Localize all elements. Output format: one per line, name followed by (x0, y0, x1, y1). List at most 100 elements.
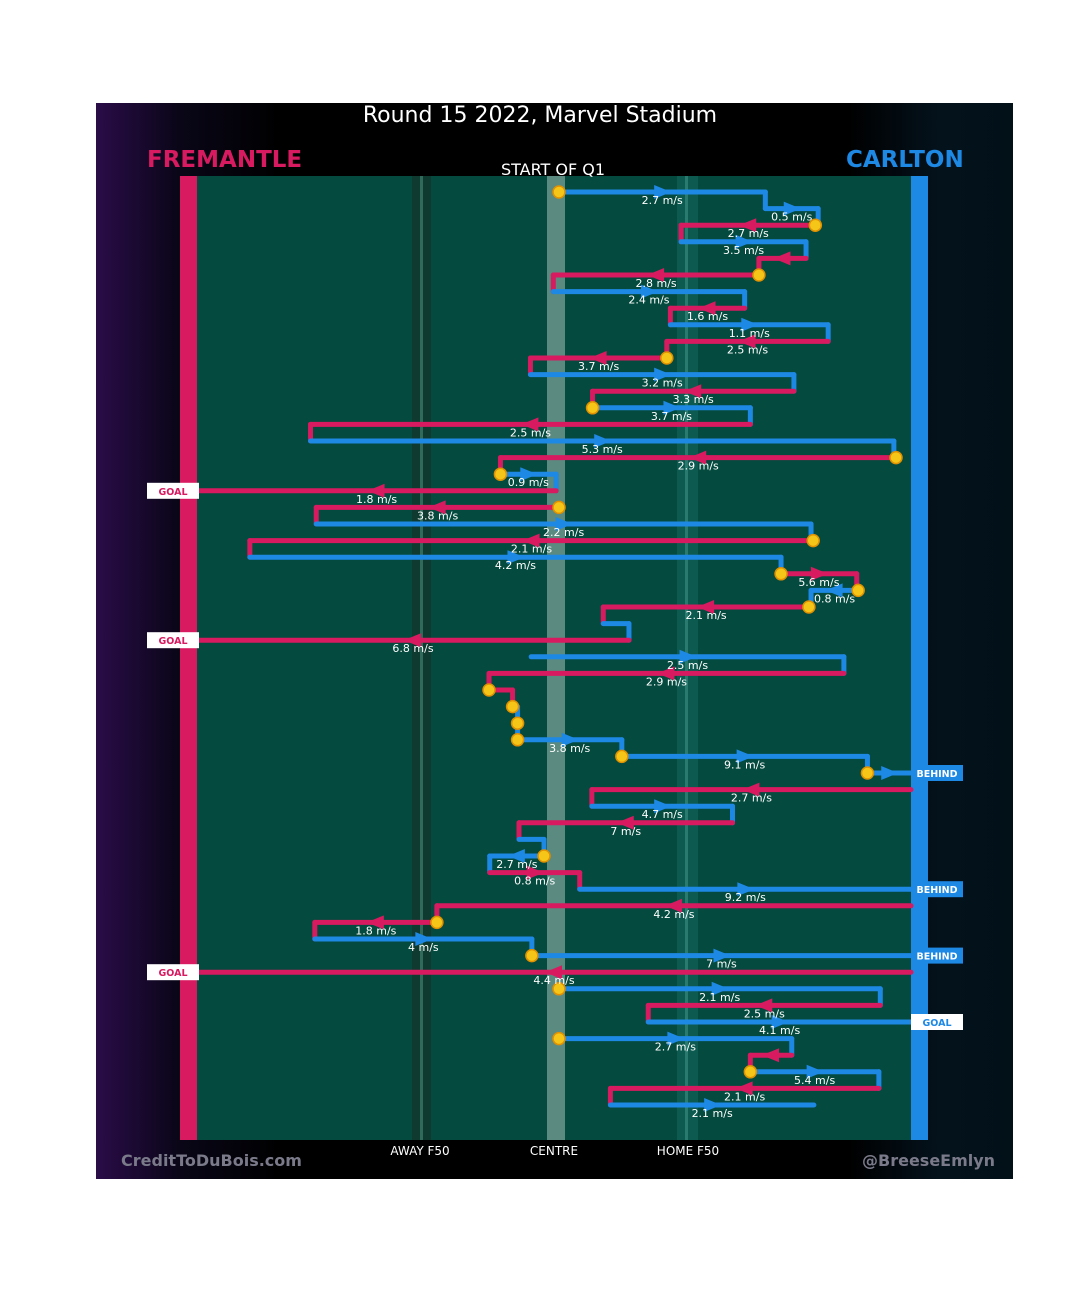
speed-label: 6.8 m/s (392, 642, 433, 655)
direction-arrow (664, 898, 682, 913)
behind-badge: BEHIND (911, 881, 963, 898)
direction-arrow (697, 600, 715, 614)
direction-arrow (521, 417, 539, 432)
stoppage-marker (552, 500, 566, 515)
badge-text: GOAL (158, 636, 187, 647)
chart-title: Round 15 2022, Marvel Stadium (362, 103, 718, 128)
direction-arrow (507, 550, 525, 565)
stoppage-marker (889, 450, 903, 465)
tick-label-away-f50: AWAY F50 (390, 1144, 450, 1158)
stoppage-marker (510, 733, 525, 747)
stoppage-marker (552, 982, 566, 996)
speed-label: 2.4 m/s (628, 294, 669, 307)
outcome-badges: GOAL GOAL BEHIND BEHIND BEHIND GOAL GOAL (147, 482, 963, 1030)
speed-label: 2.1 m/s (686, 609, 727, 622)
stoppage-marker (851, 583, 865, 598)
badge-box (911, 765, 963, 781)
speed-label: 5.6 m/s (798, 576, 839, 589)
speed-label: 2.1 m/s (724, 1090, 765, 1103)
badge-box (911, 1014, 963, 1030)
direction-arrow (738, 334, 756, 349)
home-team-label: FREMANTLE (147, 147, 303, 173)
direction-arrow (810, 566, 828, 581)
direction-arrow (522, 533, 540, 548)
badge-text: GOAL (158, 968, 187, 979)
badge-text: GOAL (158, 487, 187, 498)
speed-label: 1.1 m/s (729, 327, 770, 340)
fremantle-goal-rail (180, 176, 197, 1140)
badge-box (147, 632, 199, 649)
stoppage-marker (802, 600, 816, 614)
direction-arrow (735, 234, 753, 249)
stoppage-marker (743, 1065, 758, 1079)
direction-arrow (616, 815, 634, 830)
speed-label: 0.8 m/s (814, 592, 855, 605)
stoppage-marker (510, 716, 525, 730)
direction-arrow (561, 732, 579, 747)
direction-arrow (654, 367, 672, 382)
speed-label: 4.2 m/s (495, 559, 536, 572)
speed-label: 0.8 m/s (514, 875, 555, 888)
direction-arrow (704, 1098, 722, 1112)
speed-label: 7 m/s (610, 825, 641, 838)
direction-arrow (736, 749, 754, 764)
stoppage-marker (860, 766, 875, 780)
stoppage-marker (806, 533, 820, 548)
speed-label: 2.1 m/s (511, 543, 552, 556)
speed-label: 3.8 m/s (417, 509, 458, 522)
direction-arrow (589, 351, 607, 365)
direction-arrow (689, 450, 707, 465)
direction-arrow (771, 1015, 789, 1029)
direction-arrow (783, 201, 801, 216)
speed-label: 9.2 m/s (725, 891, 766, 904)
speed-label: 2.1 m/s (692, 1107, 733, 1120)
direction-arrow (640, 284, 658, 299)
tick-label-home-f50: HOME F50 (656, 1144, 720, 1158)
direction-arrow (428, 500, 446, 515)
direction-arrow (415, 932, 433, 946)
behind-badge: BEHIND (911, 947, 963, 964)
direction-arrow (403, 633, 421, 648)
speed-label: 1.8 m/s (356, 493, 397, 506)
stoppage-marker (552, 185, 566, 199)
direction-arrow (594, 434, 612, 448)
speed-label: 2.8 m/s (636, 277, 677, 290)
goal-badge: GOAL (147, 482, 199, 499)
speed-label: 2.7 m/s (642, 194, 683, 207)
badge-text: BEHIND (916, 952, 957, 963)
speed-label: 9.1 m/s (724, 758, 765, 771)
speed-label: 1.8 m/s (355, 924, 396, 937)
badge-text: GOAL (922, 1018, 951, 1029)
speed-label: 2.5 m/s (727, 343, 768, 356)
direction-arrow (741, 317, 759, 332)
tick-label-centre: CENTRE (529, 1144, 579, 1158)
speed-label: 3.5 m/s (723, 244, 764, 257)
speed-label: 4.2 m/s (653, 908, 694, 921)
direction-arrow (698, 301, 716, 316)
speed-label: 2.7 m/s (728, 227, 769, 240)
direction-arrow (654, 185, 672, 199)
direction-arrow (739, 218, 757, 233)
badge-box (911, 881, 963, 898)
chart-subtitle: START OF Q1 (500, 160, 606, 179)
direction-arrow (647, 268, 665, 282)
direction-arrow (735, 1081, 753, 1096)
chain-arrows (366, 185, 899, 1112)
speed-label: 0.5 m/s (771, 211, 812, 224)
speed-label: 4.4 m/s (533, 974, 574, 987)
credit-handle: @BreeseEmlyn (862, 1151, 996, 1170)
stoppage-marker (537, 849, 551, 863)
direction-arrow (684, 384, 702, 399)
speed-label: 3.8 m/s (549, 742, 590, 755)
direction-arrow (711, 981, 729, 996)
stoppage-marker (585, 401, 600, 415)
away-f50-line (420, 176, 423, 1140)
goal-badge: GOAL (147, 964, 199, 981)
chain-lines (194, 189, 914, 1108)
behind-badge: BEHIND (911, 765, 963, 781)
speed-label: 7 m/s (706, 958, 737, 971)
stoppage-markers (430, 185, 903, 1079)
goal-badge: GOAL (911, 1014, 963, 1030)
direction-arrow (825, 583, 843, 598)
stoppage-marker (552, 1031, 566, 1046)
